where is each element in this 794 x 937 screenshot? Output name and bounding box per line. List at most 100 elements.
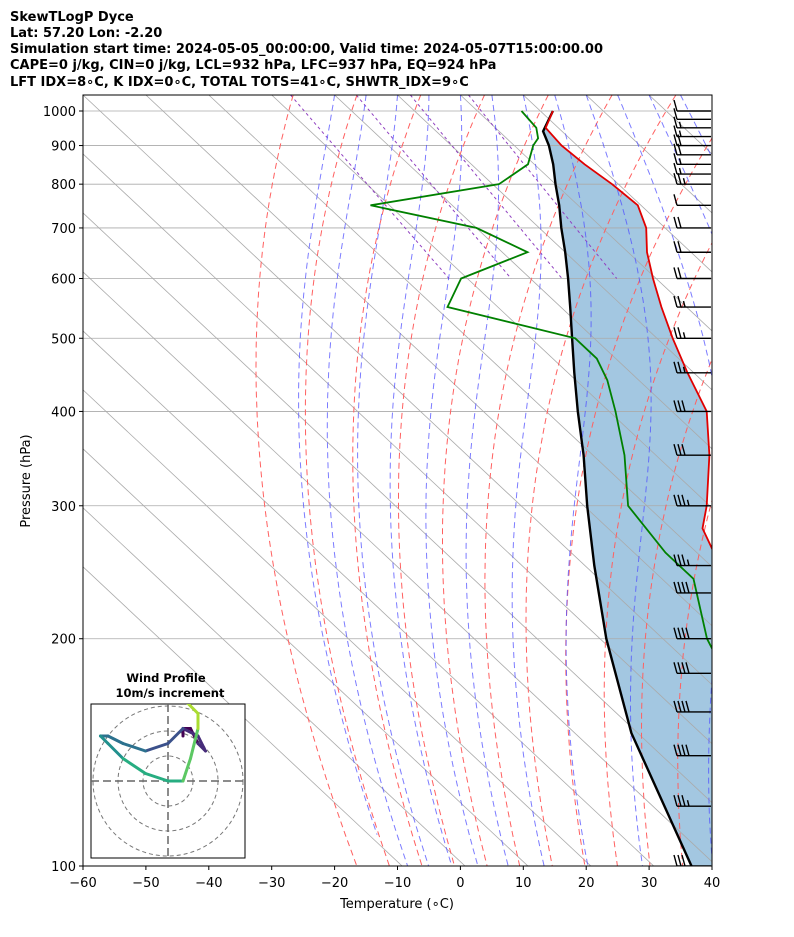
wind-barb-flag [681,744,686,756]
moist-adiabat-line [554,95,592,866]
wind-barb [673,108,711,120]
wind-barb-flag [673,295,678,308]
isotherm-line [83,271,712,863]
moist-adiabat-line [389,95,453,866]
wind-barb-flag [677,700,682,713]
wind-barb-flag [681,627,686,639]
dry-adiabat-line [525,95,677,866]
wind-barb-flag [673,554,678,566]
wind-barb-flag [677,554,682,566]
wind-barb-flag [677,143,682,155]
isotherm-line [83,153,712,745]
wind-barb [673,216,711,229]
wind-barb-flag [673,795,678,807]
wind-barb [673,267,711,280]
isotherm-line [83,389,592,866]
isotherm-line [334,95,712,450]
wind-barb-flag [677,494,682,506]
mixing-ratio-line [290,95,450,279]
wind-barb-half-flag [678,130,682,137]
dry-adiabat-line [747,95,794,866]
wind-barb-flag [681,662,686,674]
isotherm-line [145,95,712,627]
isotherm-line [83,95,712,686]
wind-barb-flag [677,662,682,674]
isotherm-line [523,95,712,273]
wind-barb-flag [673,153,678,165]
wind-barb-flag [681,494,686,506]
wind-barb-flag [685,581,690,594]
y-tick-label: 600 [51,272,76,287]
hodograph-segment [144,742,170,753]
wind-barb [673,554,711,567]
wind-barb-flag [673,116,678,129]
hodograph-segment [189,727,200,760]
hodograph-plot [91,704,245,858]
wind-barb-flag [673,327,678,339]
wind-barb [673,662,711,674]
isotherm-line [460,95,712,332]
moist-adiabat-lines [298,95,712,866]
hodograph-segment [106,734,125,745]
wind-barb [673,700,711,713]
wind-barb-flag [673,700,678,713]
y-axis-label: Pressure (hPa) [19,434,34,527]
wind-barb-half-flag [678,121,682,128]
wind-barb-flag [681,554,686,566]
mixing-ratio-line [468,95,618,279]
wind-barb-flag [673,172,678,185]
dry-adiabat-line [304,95,390,866]
dry-adiabat-line [677,498,712,866]
x-tick-label: −40 [195,876,222,891]
wind-barb [673,444,711,456]
wind-barb-half-flag [678,158,682,165]
wind-barb [673,143,711,156]
wind-barb [673,172,711,185]
dry-adiabat-line [398,95,485,866]
hodograph-segment [196,734,207,753]
wind-barb [673,162,711,175]
hodograph-title: Wind Profile [126,671,206,685]
x-tick-label: 10 [515,876,532,891]
wind-barb [673,361,711,374]
mixing-ratio-lines [290,95,618,279]
wind-barb [673,581,711,594]
wind-barb-flag [673,241,678,253]
hodograph-segment [99,734,110,745]
wind-barb-flag [677,327,682,339]
wind-barb [673,99,711,112]
dry-adiabat-line [352,95,423,866]
dry-adiabat-line [565,137,712,866]
x-tick-label: 20 [578,876,595,891]
wind-barb-flag [685,627,690,639]
moist-adiabat-line [585,95,652,866]
isotherm-line [83,507,466,866]
hodograph-segment [121,742,147,753]
wind-barb-flag [681,795,686,807]
wind-barb-flag [677,295,682,308]
wind-barb-flag [673,267,678,279]
wind-barb-flag [685,662,690,674]
y-tick-label: 300 [51,500,76,515]
dry-adiabat-line [442,95,549,866]
wind-barbs [673,99,711,866]
isotherm-line [271,95,712,509]
wind-barb-flag [677,581,682,594]
wind-barb-flag [673,216,678,229]
x-axis: −60 −50 −40 −30 −20 −10 0 10 20 30 40 [69,866,720,891]
mixing-ratio-line [410,95,563,279]
moist-adiabat-line [711,95,712,97]
x-tick-label: −10 [384,876,411,891]
moist-adiabat-line [326,95,409,866]
x-axis-label: Temperature (∘C) [339,897,454,912]
wind-barb-flag [681,700,686,713]
plot-area [83,95,794,866]
wind-barb-flag [673,194,678,206]
moist-adiabat-line [357,95,430,866]
title-line-4: CAPE=0 j/kg, CIN=0 j/kg, LCL=932 hPa, LF… [10,58,496,73]
wind-barb [673,116,711,129]
cape-fill [543,111,712,866]
wind-barb-flag [677,795,682,807]
isotherm-line [83,448,529,866]
wind-barb-flag [677,134,682,146]
